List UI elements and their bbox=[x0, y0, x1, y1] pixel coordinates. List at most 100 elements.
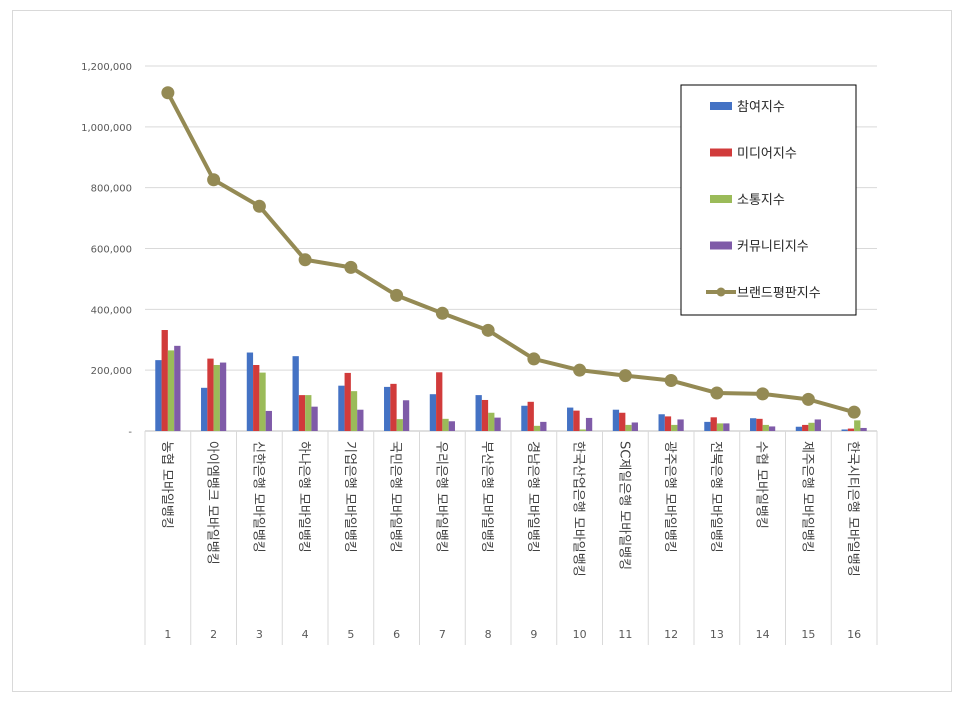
category-label: 부산은행 모바일뱅킹 bbox=[479, 441, 495, 553]
bar bbox=[338, 385, 345, 431]
bar bbox=[396, 419, 403, 431]
bar bbox=[756, 418, 763, 431]
brand-index-point bbox=[756, 387, 770, 401]
bar bbox=[533, 425, 541, 431]
category-label: 아이엠뱅크 모바일뱅킹 bbox=[205, 441, 220, 565]
bar bbox=[259, 372, 266, 431]
category-rank-label: 11 bbox=[618, 628, 632, 641]
bar bbox=[854, 420, 861, 431]
legend-swatch bbox=[710, 195, 732, 203]
bar bbox=[567, 407, 574, 431]
bar bbox=[573, 410, 580, 431]
bar bbox=[436, 372, 443, 431]
category-rank-label: 7 bbox=[439, 628, 446, 641]
bar bbox=[723, 423, 730, 431]
bar bbox=[305, 395, 312, 431]
bar bbox=[174, 345, 181, 431]
brand-index-point bbox=[252, 199, 266, 213]
bar bbox=[664, 416, 672, 431]
bar bbox=[292, 356, 299, 431]
bar bbox=[201, 387, 208, 431]
brand-index-point bbox=[847, 405, 861, 419]
bar bbox=[808, 422, 815, 431]
brand-index-point bbox=[801, 392, 815, 406]
bar bbox=[671, 424, 678, 431]
category-label: SC제일은행 모바일뱅킹 bbox=[616, 441, 632, 570]
y-tick-label: 1,200,000 bbox=[81, 62, 132, 73]
bar bbox=[631, 422, 638, 431]
bar bbox=[246, 352, 254, 431]
brand-index-point bbox=[618, 369, 632, 383]
bar bbox=[860, 427, 867, 431]
bar bbox=[658, 414, 665, 431]
category-rank-label: 3 bbox=[256, 628, 263, 641]
bar bbox=[540, 421, 547, 431]
bar bbox=[448, 421, 455, 431]
bar bbox=[716, 423, 724, 431]
brand-index-point bbox=[298, 253, 312, 267]
bar bbox=[219, 362, 227, 431]
bar bbox=[207, 358, 214, 431]
category-rank-label: 12 bbox=[664, 628, 678, 641]
brand-index-point bbox=[435, 306, 449, 320]
category-label: 수협 모바일뱅킹 bbox=[754, 441, 769, 529]
legend-swatch bbox=[710, 241, 732, 250]
category-label: 신한은행 모바일뱅킹 bbox=[250, 441, 266, 553]
bar bbox=[585, 417, 593, 431]
category-rank-label: 8 bbox=[485, 628, 492, 641]
brand-index-point bbox=[390, 288, 404, 302]
bar bbox=[847, 428, 855, 431]
brand-index-point bbox=[527, 352, 541, 366]
bar bbox=[384, 386, 391, 431]
bar bbox=[704, 421, 711, 431]
category-rank-label: 2 bbox=[210, 628, 217, 641]
brand-index-point bbox=[481, 323, 495, 337]
category-label: 하나은행 모바일뱅킹 bbox=[296, 441, 312, 553]
y-tick-label: 1,000,000 bbox=[81, 123, 132, 134]
brand-index-point bbox=[161, 86, 175, 100]
bar bbox=[488, 412, 495, 431]
category-label: 국민은행 모바일뱅킹 bbox=[388, 441, 404, 553]
category-label: 우리은행 모바일뱅킹 bbox=[433, 441, 449, 553]
brand-index-point bbox=[573, 363, 587, 377]
brand-index-point bbox=[344, 260, 358, 274]
brand-index-line bbox=[166, 91, 855, 415]
bar bbox=[619, 412, 626, 431]
bar bbox=[161, 330, 168, 431]
bar bbox=[350, 391, 358, 431]
bar bbox=[357, 409, 364, 431]
category-rank-label: 15 bbox=[801, 628, 815, 641]
category-label: 기업은행 모바일뱅킹 bbox=[342, 441, 358, 553]
legend-label: 참여지수 bbox=[737, 100, 785, 115]
bar bbox=[344, 372, 351, 431]
category-rank-label: 6 bbox=[393, 628, 400, 641]
bar bbox=[311, 406, 318, 431]
legend-swatch bbox=[710, 102, 732, 110]
bar bbox=[155, 360, 162, 431]
y-tick-label: 200,000 bbox=[91, 366, 132, 377]
category-rank-label: 14 bbox=[756, 628, 770, 641]
y-tick-label: 800,000 bbox=[91, 184, 132, 195]
bar bbox=[750, 418, 757, 431]
bar bbox=[795, 426, 803, 431]
category-label: 경남은행 모바일뱅킹 bbox=[525, 441, 541, 553]
bar bbox=[298, 395, 306, 431]
bar bbox=[167, 350, 175, 431]
bar bbox=[265, 410, 272, 431]
brand-index-point bbox=[207, 173, 221, 187]
legend-label: 미디어지수 bbox=[737, 147, 797, 162]
bar bbox=[402, 400, 410, 431]
bar bbox=[677, 419, 684, 431]
category-rank-label: 10 bbox=[573, 628, 587, 641]
bar bbox=[521, 405, 528, 431]
brand-index-point bbox=[664, 374, 678, 388]
bar bbox=[527, 401, 534, 431]
bar bbox=[213, 364, 220, 431]
brand-index-point bbox=[710, 386, 724, 400]
bar bbox=[841, 429, 848, 431]
bar bbox=[475, 395, 482, 431]
bar bbox=[802, 424, 809, 431]
category-rank-label: 4 bbox=[302, 628, 309, 641]
bar bbox=[814, 419, 821, 431]
